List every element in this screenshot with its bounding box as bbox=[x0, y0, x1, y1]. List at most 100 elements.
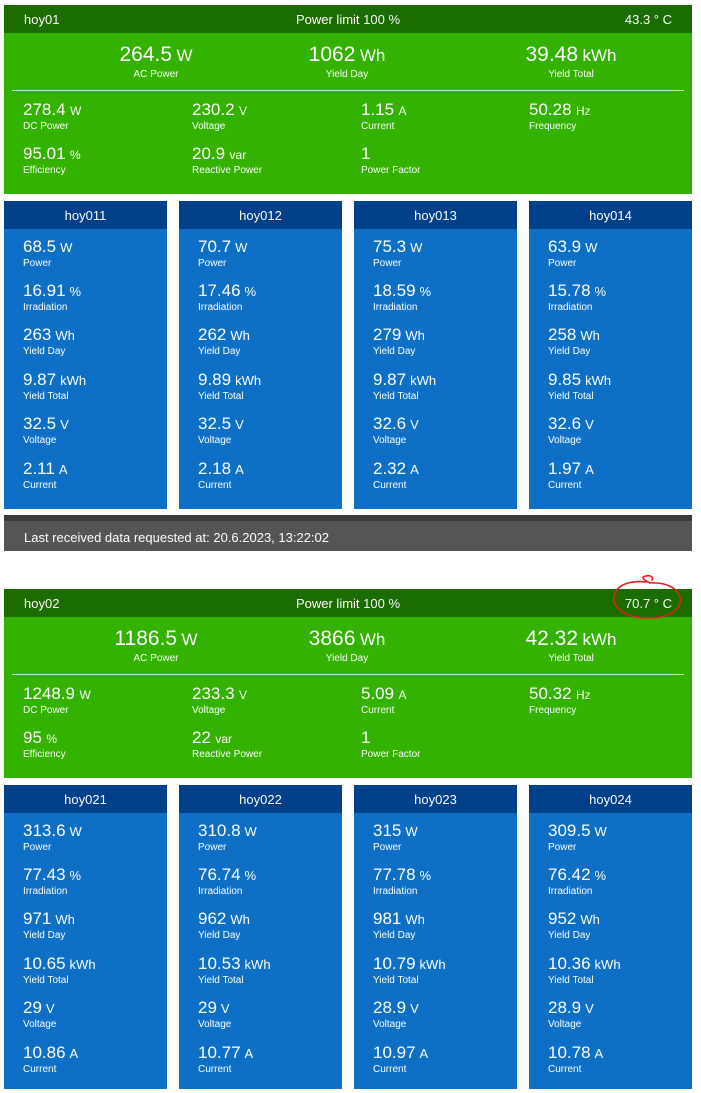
string-irradiation-unit: % bbox=[419, 868, 432, 883]
reactive-power-label: Reactive Power bbox=[192, 165, 263, 176]
yield-day-unit: Wh bbox=[359, 46, 386, 65]
string-panel-hoy014: hoy014 63.9 W Power 15.78% Irradiation 258 W… bbox=[529, 201, 692, 509]
string-power: 75.3 W Power bbox=[373, 236, 422, 270]
string-voltage-label: Voltage bbox=[198, 1019, 232, 1030]
string-yield-total-label: Yield Total bbox=[373, 975, 419, 986]
string-yield-day-value: 258 bbox=[548, 325, 577, 344]
string-yield-day-unit: Wh bbox=[405, 328, 425, 343]
string-voltage-label: Voltage bbox=[373, 1019, 407, 1030]
string-yield-day-value: 962 bbox=[198, 909, 227, 928]
dc-power-unit: W bbox=[70, 104, 82, 118]
power-factor-value: 1 bbox=[361, 728, 371, 747]
string-power-unit: W bbox=[235, 240, 248, 255]
string-yield-day-unit: Wh bbox=[580, 328, 600, 343]
string-yield-total: 10.79 kWh Yield Total bbox=[373, 953, 446, 987]
string-current-unit: A bbox=[419, 1046, 429, 1061]
string-current: 10.86 A Current bbox=[23, 1042, 78, 1076]
string-yield-day: 952 Wh Yield Day bbox=[548, 908, 600, 942]
string-power: 70.7 W Power bbox=[198, 236, 247, 270]
string-power-label: Power bbox=[198, 258, 227, 269]
yield-total: 42.32 kWh Yield Total bbox=[471, 626, 671, 665]
current-unit: A bbox=[398, 104, 407, 118]
frequency: 50.32 Hz Frequency bbox=[529, 683, 591, 717]
string-irradiation-value: 16.91 bbox=[23, 281, 66, 300]
string-irradiation-value: 76.42 bbox=[548, 865, 591, 884]
string-yield-total: 9.89 kWh Yield Total bbox=[198, 369, 261, 403]
frequency-label: Frequency bbox=[529, 705, 577, 716]
string-current: 2.32 A Current bbox=[373, 458, 419, 492]
string-current-value: 2.18 bbox=[198, 459, 232, 478]
voltage-unit: V bbox=[239, 104, 248, 118]
last-received-bar: Last received data requested at: 20.6.20… bbox=[4, 515, 692, 551]
string-voltage-unit: V bbox=[235, 417, 244, 432]
string-power-label: Power bbox=[198, 842, 227, 853]
string-voltage-label: Voltage bbox=[548, 1019, 582, 1030]
string-panels: hoy021 313.6 W Power 77.43% Irradiation 971… bbox=[4, 785, 692, 1089]
dc-power: 278.4 W DC Power bbox=[23, 99, 81, 133]
string-power-label: Power bbox=[548, 258, 577, 269]
string-irradiation-value: 77.43 bbox=[23, 865, 66, 884]
power-factor: 1 Power Factor bbox=[361, 143, 420, 177]
string-power-label: Power bbox=[23, 842, 52, 853]
yield-day-unit: Wh bbox=[359, 630, 386, 649]
string-yield-total-label: Yield Total bbox=[198, 391, 244, 402]
string-yield-total-label: Yield Total bbox=[23, 391, 69, 402]
yield-day: 3866 Wh Yield Day bbox=[247, 626, 447, 665]
string-yield-day-label: Yield Day bbox=[373, 346, 416, 357]
string-voltage-label: Voltage bbox=[23, 435, 57, 446]
string-yield-day-label: Yield Day bbox=[373, 930, 416, 941]
string-panel-hoy011: hoy011 68.5 W Power 16.91% Irradiation 263 W… bbox=[4, 201, 167, 509]
string-current-unit: A bbox=[244, 1046, 254, 1061]
string-yield-total: 9.87 kWh Yield Total bbox=[373, 369, 436, 403]
string-yield-day-unit: Wh bbox=[55, 328, 75, 343]
voltage-label: Voltage bbox=[192, 705, 226, 716]
string-yield-total-label: Yield Total bbox=[548, 391, 594, 402]
efficiency: 95 % Efficiency bbox=[23, 727, 66, 761]
string-yield-total-unit: kWh bbox=[244, 957, 271, 972]
string-current-label: Current bbox=[198, 1064, 232, 1075]
yield-total-unit: kWh bbox=[582, 630, 617, 649]
string-power-value: 68.5 bbox=[23, 237, 57, 256]
string-irradiation-label: Irradiation bbox=[373, 302, 418, 313]
string-irradiation: 18.59% Irradiation bbox=[373, 280, 431, 314]
string-irradiation-value: 77.78 bbox=[373, 865, 416, 884]
string-yield-total-unit: kWh bbox=[69, 957, 96, 972]
efficiency-label: Efficiency bbox=[23, 165, 66, 176]
string-voltage: 32.6 V Voltage bbox=[548, 413, 594, 447]
string-power-value: 313.6 bbox=[23, 821, 66, 840]
ac-power-label: AC Power bbox=[133, 69, 179, 80]
frequency-label: Frequency bbox=[529, 121, 577, 132]
voltage-value: 233.3 bbox=[192, 684, 235, 703]
string-yield-day-value: 262 bbox=[198, 325, 227, 344]
string-yield-total-unit: kWh bbox=[585, 373, 612, 388]
string-power-value: 315 bbox=[373, 821, 402, 840]
string-current-value: 10.78 bbox=[548, 1043, 591, 1062]
string-voltage: 28.9 V Voltage bbox=[373, 997, 419, 1031]
string-voltage-value: 28.9 bbox=[548, 998, 582, 1017]
reactive-power-unit: var bbox=[215, 732, 233, 746]
inverter-temperature: 70.7 ° C bbox=[624, 596, 672, 611]
string-current-value: 10.77 bbox=[198, 1043, 241, 1062]
string-yield-total-value: 9.89 bbox=[198, 370, 232, 389]
string-irradiation-label: Irradiation bbox=[198, 302, 243, 313]
string-irradiation-value: 17.46 bbox=[198, 281, 241, 300]
string-power-label: Power bbox=[23, 258, 52, 269]
string-current-unit: A bbox=[594, 1046, 604, 1061]
string-current-label: Current bbox=[373, 1064, 407, 1075]
string-power-label: Power bbox=[373, 842, 402, 853]
string-name: hoy021 bbox=[4, 785, 167, 813]
power-factor-label: Power Factor bbox=[361, 165, 421, 176]
string-yield-total: 10.53 kWh Yield Total bbox=[198, 953, 271, 987]
string-voltage-value: 29 bbox=[23, 998, 42, 1017]
string-yield-day-unit: Wh bbox=[230, 328, 250, 343]
string-yield-day-label: Yield Day bbox=[198, 930, 241, 941]
dc-power-label: DC Power bbox=[23, 705, 69, 716]
voltage: 230.2 V Voltage bbox=[192, 99, 247, 133]
inverter-temperature: 43.3 ° C bbox=[624, 12, 672, 27]
string-voltage-label: Voltage bbox=[373, 435, 407, 446]
string-yield-total-label: Yield Total bbox=[198, 975, 244, 986]
string-current-value: 2.32 bbox=[373, 459, 407, 478]
string-irradiation-label: Irradiation bbox=[548, 886, 593, 897]
string-current: 2.11 A Current bbox=[23, 458, 68, 492]
string-voltage-label: Voltage bbox=[23, 1019, 57, 1030]
